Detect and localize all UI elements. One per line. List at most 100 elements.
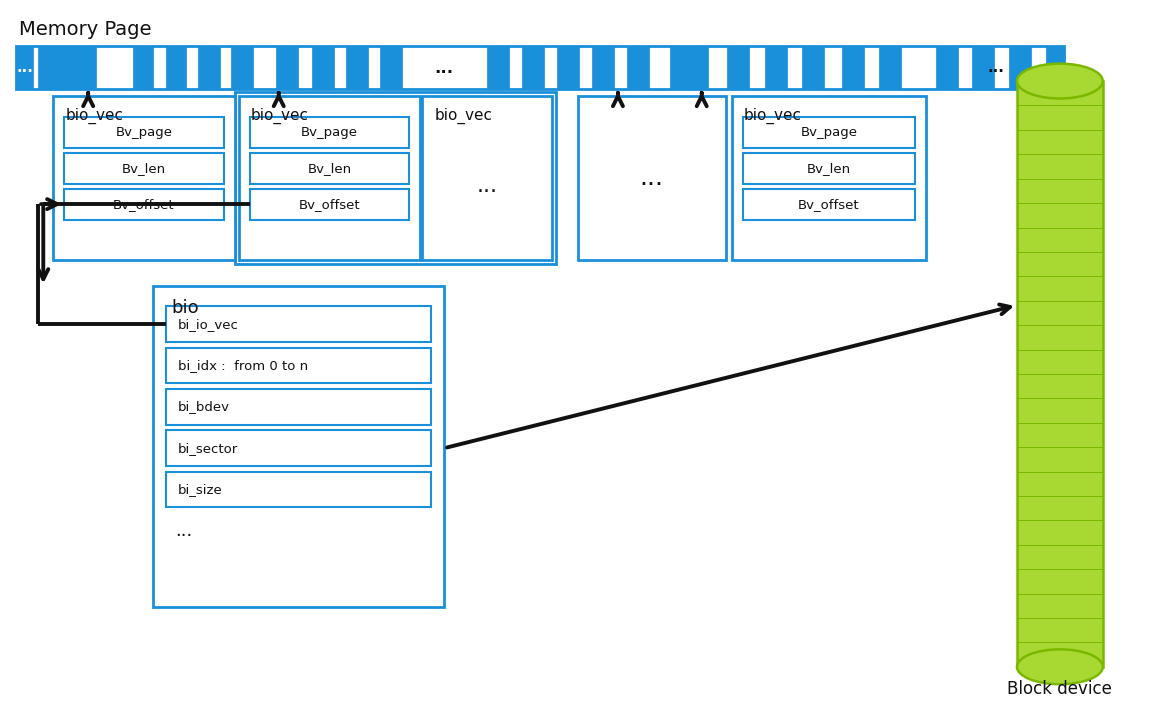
Bar [165, 306, 431, 342]
Bar [937, 46, 958, 89]
Text: Memory Page: Memory Page [20, 20, 151, 39]
Ellipse shape [1017, 64, 1103, 99]
Bar [1009, 46, 1031, 89]
Bar [1017, 276, 1103, 301]
Bar [153, 286, 444, 607]
Text: Bv_offset: Bv_offset [798, 197, 860, 211]
Bar [165, 347, 431, 383]
Bar [165, 46, 186, 89]
Text: bio_vec: bio_vec [250, 108, 309, 124]
Bar [578, 96, 726, 261]
Bar [1017, 106, 1103, 130]
Text: Block device: Block device [1008, 679, 1113, 698]
Bar [249, 153, 409, 184]
Bar [727, 46, 749, 89]
Bar [1017, 325, 1103, 349]
Bar [1017, 496, 1103, 520]
Bar [842, 46, 864, 89]
Text: Bv_len: Bv_len [807, 162, 850, 175]
Text: bio: bio [171, 299, 198, 317]
Bar [1017, 520, 1103, 545]
Bar [16, 46, 1064, 89]
Bar [880, 46, 902, 89]
Bar [239, 96, 421, 261]
Bar [742, 117, 916, 148]
Bar [670, 46, 707, 89]
Bar [1017, 545, 1103, 569]
Bar [557, 46, 579, 89]
Bar [522, 46, 544, 89]
Bar [165, 430, 431, 466]
Text: ...: ... [433, 59, 453, 77]
Bar [1017, 203, 1103, 227]
Text: ...: ... [640, 166, 664, 190]
Text: Bv_offset: Bv_offset [298, 197, 360, 211]
Bar [54, 96, 235, 261]
Text: Bv_len: Bv_len [122, 162, 167, 175]
Text: bio_vec: bio_vec [435, 108, 493, 124]
Bar [1017, 471, 1103, 496]
Bar [381, 46, 402, 89]
Bar [1017, 301, 1103, 325]
Bar [1017, 569, 1103, 594]
Bar [165, 471, 431, 508]
Bar [972, 46, 994, 89]
Text: bi_idx :  from 0 to n: bi_idx : from 0 to n [178, 359, 308, 372]
Bar [312, 46, 333, 89]
Bar [592, 46, 614, 89]
Bar [249, 189, 409, 219]
Bar [1017, 398, 1103, 422]
Bar [38, 46, 97, 89]
Bar [742, 153, 916, 184]
Bar [627, 46, 649, 89]
Bar [1017, 252, 1103, 276]
Bar [64, 153, 224, 184]
Text: Bv_page: Bv_page [800, 126, 857, 139]
Bar [231, 46, 253, 89]
Bar [235, 92, 556, 264]
Bar [346, 46, 367, 89]
Bar [64, 117, 224, 148]
Text: bi_size: bi_size [178, 483, 223, 496]
Bar [732, 96, 926, 261]
Ellipse shape [1017, 650, 1103, 684]
Text: bi_sector: bi_sector [178, 442, 238, 454]
Text: bi_bdev: bi_bdev [178, 400, 230, 413]
Text: Bv_offset: Bv_offset [113, 197, 175, 211]
Bar [1046, 46, 1064, 89]
Bar [487, 46, 509, 89]
Bar [1017, 81, 1103, 106]
Bar [1017, 643, 1103, 667]
Bar [1017, 422, 1103, 447]
Bar [1017, 154, 1103, 179]
Bar [64, 189, 224, 219]
Text: bio_vec: bio_vec [743, 108, 802, 124]
Text: bi_io_vec: bi_io_vec [178, 317, 239, 331]
Bar [1017, 227, 1103, 252]
Text: ...: ... [16, 60, 34, 75]
Text: Bv_page: Bv_page [301, 126, 358, 139]
Bar [133, 46, 153, 89]
Bar [742, 189, 916, 219]
Text: Bv_len: Bv_len [308, 162, 352, 175]
Bar [1017, 594, 1103, 618]
Bar [198, 46, 220, 89]
Bar [423, 96, 552, 261]
Text: Bv_page: Bv_page [115, 126, 172, 139]
Bar [1017, 130, 1103, 154]
Text: bio_vec: bio_vec [65, 108, 123, 124]
Text: ...: ... [175, 522, 192, 540]
Bar [1017, 447, 1103, 471]
Bar [764, 46, 786, 89]
Bar [16, 46, 34, 89]
Bar [249, 117, 409, 148]
Text: ...: ... [988, 60, 1004, 75]
Bar [165, 389, 431, 425]
Bar [276, 46, 298, 89]
Bar [1017, 349, 1103, 374]
Bar [803, 46, 825, 89]
Bar [1017, 618, 1103, 643]
Bar [1017, 179, 1103, 203]
Bar [1017, 374, 1103, 398]
Text: ...: ... [476, 176, 497, 196]
